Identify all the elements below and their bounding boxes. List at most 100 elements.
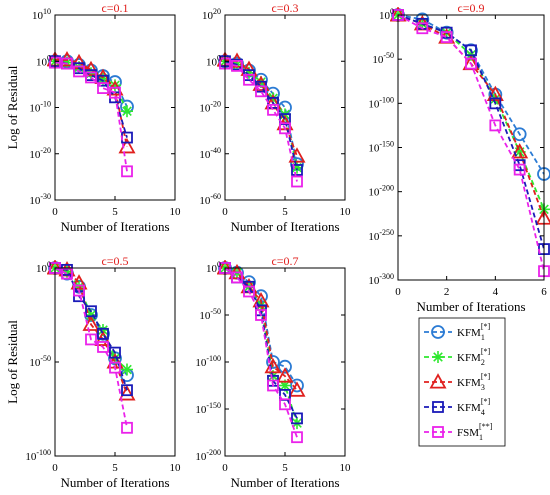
series-5-point <box>291 431 303 444</box>
y-tick-exponent: -50 <box>210 307 221 316</box>
legend-label-sup: [*] <box>481 347 491 356</box>
series-3-point <box>118 385 136 401</box>
series-5-point <box>61 57 73 70</box>
legend-label: KFM2 [*] <box>457 347 491 367</box>
y-tick-label: 10-50 <box>372 51 394 66</box>
y-tick-base: 10 <box>36 56 48 68</box>
y-tick-exponent: -100 <box>36 448 51 457</box>
legend-label-sup: [*] <box>481 372 491 381</box>
x-tick-label: 5 <box>282 462 288 474</box>
y-tick-exponent: -10 <box>40 100 51 109</box>
y-tick-exponent: -50 <box>383 51 394 60</box>
legend-label: KFM4 [*] <box>457 397 491 417</box>
y-tick-label: 1020 <box>202 7 221 22</box>
x-tick-label: 10 <box>340 206 352 218</box>
y-tick-label: 10-250 <box>368 228 394 243</box>
x-tick-label: 0 <box>52 462 58 474</box>
panel-title: ϲ=0.7 <box>271 254 298 268</box>
y-tick-label: 10-20 <box>29 146 51 161</box>
legend-label: KFM3 [*] <box>457 372 491 392</box>
legend-label-sup: [**] <box>479 422 493 431</box>
y-tick-base: 10 <box>202 10 214 22</box>
series-5-point <box>231 271 243 284</box>
panel-title: ϲ=0.3 <box>271 1 298 15</box>
y-tick-exponent: -20 <box>40 146 51 155</box>
series-5-point <box>267 379 279 392</box>
y-tick-exponent: 10 <box>43 7 51 16</box>
y-tick-base: 10 <box>199 195 211 207</box>
y-tick-base: 10 <box>29 357 41 369</box>
y-tick-label: 100 <box>36 53 51 68</box>
series-2-point-stroke <box>280 380 290 391</box>
y-tick-label: 10-60 <box>199 192 221 207</box>
panel-title: ϲ=0.1 <box>101 1 128 15</box>
legend-entry-2: KFM2 [*] <box>424 347 491 367</box>
y-tick-base: 10 <box>368 231 380 243</box>
series-4-point <box>85 305 97 318</box>
legend-label-base: KFM <box>457 402 481 414</box>
y-tick-exponent: -250 <box>379 228 394 237</box>
series-3-point <box>252 292 270 308</box>
x-tick-label: 0 <box>222 462 228 474</box>
x-tick-label: 5 <box>112 462 118 474</box>
x-tick-label: 2 <box>444 286 450 298</box>
y-tick-exponent: -300 <box>379 272 394 281</box>
series-5-point <box>255 85 267 98</box>
series-5-point <box>267 103 279 116</box>
y-tick-base: 10 <box>206 263 218 275</box>
y-tick-label: 10-100 <box>195 354 221 369</box>
series-5-point <box>513 163 526 176</box>
x-axis-label: Number of Iterations <box>60 475 169 490</box>
series-5-point <box>243 285 255 298</box>
series-3-point <box>288 381 306 397</box>
y-tick-exponent: -40 <box>210 146 221 155</box>
series-5-point <box>279 398 291 411</box>
y-tick-exponent: -150 <box>206 401 221 410</box>
y-tick-base: 10 <box>199 310 211 322</box>
y-tick-label: 10-200 <box>368 184 394 199</box>
y-tick-exponent: 0 <box>47 260 51 269</box>
series-4-point <box>291 164 303 176</box>
y-tick-base: 10 <box>29 103 41 115</box>
x-tick-label: 5 <box>112 206 118 218</box>
y-tick-base: 10 <box>25 451 37 463</box>
legend-label-base: FSM <box>457 427 479 439</box>
x-tick-label: 0 <box>395 286 401 298</box>
x-tick-label: 10 <box>170 462 182 474</box>
y-tick-exponent: -100 <box>206 354 221 363</box>
y-tick-label: 10-40 <box>199 146 221 161</box>
x-axis-label: Number of Iterations <box>230 219 339 234</box>
panel-title: ϲ=0.5 <box>101 254 128 268</box>
legend-marker-stroke <box>433 352 443 362</box>
legend-marker <box>432 426 444 438</box>
panel-title: ϲ=0.9 <box>457 1 484 15</box>
legend-entry-4: KFM4 [*] <box>424 397 491 417</box>
y-tick-exponent: 0 <box>47 53 51 62</box>
x-tick-label: 5 <box>282 206 288 218</box>
series-line-3 <box>55 59 128 147</box>
series-group <box>217 260 306 444</box>
plot-area <box>225 268 345 456</box>
series-line-5 <box>224 62 298 182</box>
panel-4: 0 5 1010010-5010-10010-15010-200ϲ=0.7Numbe… <box>195 254 351 490</box>
series-5-point <box>109 361 121 374</box>
legend-label-base: KFM <box>457 377 481 389</box>
y-tick-label: 10-10 <box>29 100 51 115</box>
legend-label: KFM1 [*] <box>457 322 491 342</box>
series-5-point <box>291 175 303 188</box>
panel-2: 0 2 4 610010-5010-10010-15010-20010-25010-3… <box>368 1 550 447</box>
legend-marker <box>431 325 445 339</box>
x-tick-label: 4 <box>493 286 499 298</box>
x-tick-label: 6 <box>541 286 547 298</box>
series-5-point <box>489 119 502 132</box>
series-5-point <box>416 22 429 35</box>
legend-label-sub: 3 <box>481 383 485 392</box>
series-5-point <box>85 71 97 84</box>
legend-marker <box>432 401 444 413</box>
y-tick-label: 10-50 <box>199 307 221 322</box>
legend-label-sub: 1 <box>481 333 485 342</box>
series-1-point <box>278 359 292 374</box>
